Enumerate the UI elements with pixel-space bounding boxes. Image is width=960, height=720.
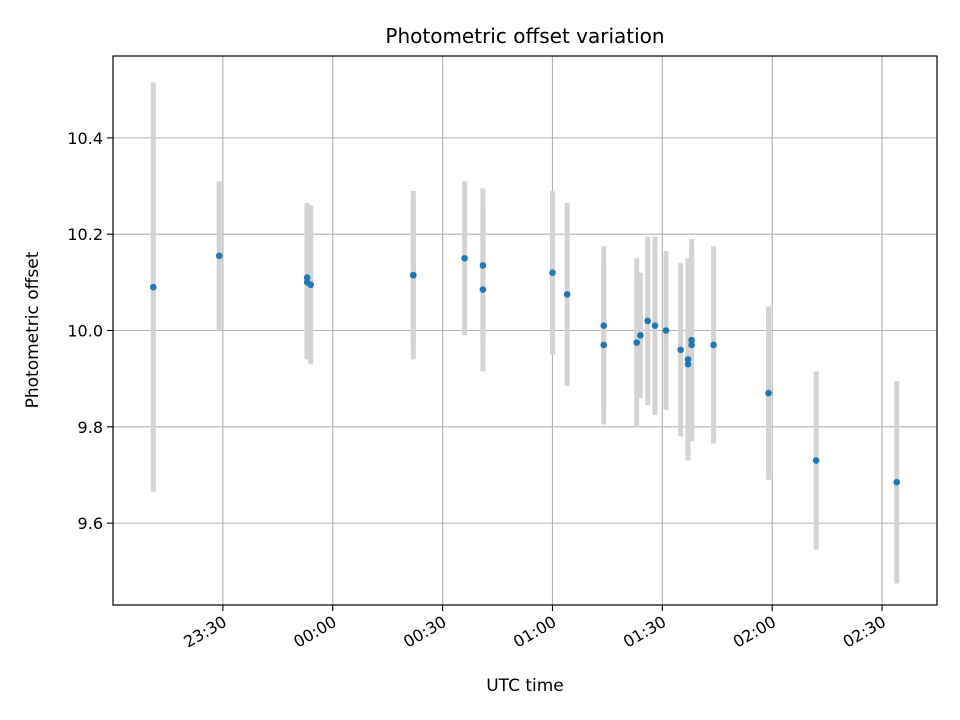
data-point bbox=[688, 341, 695, 349]
y-tick-label: 10.2 bbox=[67, 225, 103, 244]
y-tick-label: 10.4 bbox=[67, 129, 103, 148]
data-point bbox=[893, 478, 901, 486]
data-point bbox=[684, 360, 692, 368]
data-point bbox=[479, 286, 487, 293]
data-points bbox=[149, 252, 901, 486]
data-point bbox=[215, 252, 223, 260]
y-tick-label: 10.0 bbox=[67, 322, 103, 341]
data-point bbox=[633, 339, 640, 346]
data-point bbox=[662, 327, 670, 334]
chart-title: Photometric offset variation bbox=[385, 24, 664, 48]
data-point bbox=[600, 322, 608, 329]
data-point bbox=[765, 389, 772, 397]
data-point bbox=[461, 254, 468, 262]
y-tick-label: 9.8 bbox=[78, 418, 103, 437]
grid bbox=[113, 56, 937, 605]
y-tick-label: 9.6 bbox=[78, 514, 103, 533]
data-point bbox=[688, 336, 695, 344]
data-point bbox=[303, 274, 311, 281]
data-point bbox=[644, 317, 651, 325]
data-point bbox=[710, 341, 717, 349]
data-point bbox=[677, 346, 684, 354]
y-axis-title: Photometric offset bbox=[23, 251, 43, 408]
data-point bbox=[307, 281, 315, 289]
data-point bbox=[149, 283, 157, 291]
data-point bbox=[479, 262, 487, 269]
data-point bbox=[651, 322, 659, 329]
data-point bbox=[812, 457, 820, 464]
data-point bbox=[410, 271, 417, 279]
data-point bbox=[637, 332, 644, 339]
data-point bbox=[684, 356, 692, 363]
data-point bbox=[563, 291, 571, 298]
data-point bbox=[549, 269, 556, 277]
x-axis-title: UTC time bbox=[486, 676, 564, 696]
y-axis: 9.6 9.8 10.0 10.2 10.4 bbox=[67, 129, 113, 533]
data-point bbox=[600, 341, 608, 349]
